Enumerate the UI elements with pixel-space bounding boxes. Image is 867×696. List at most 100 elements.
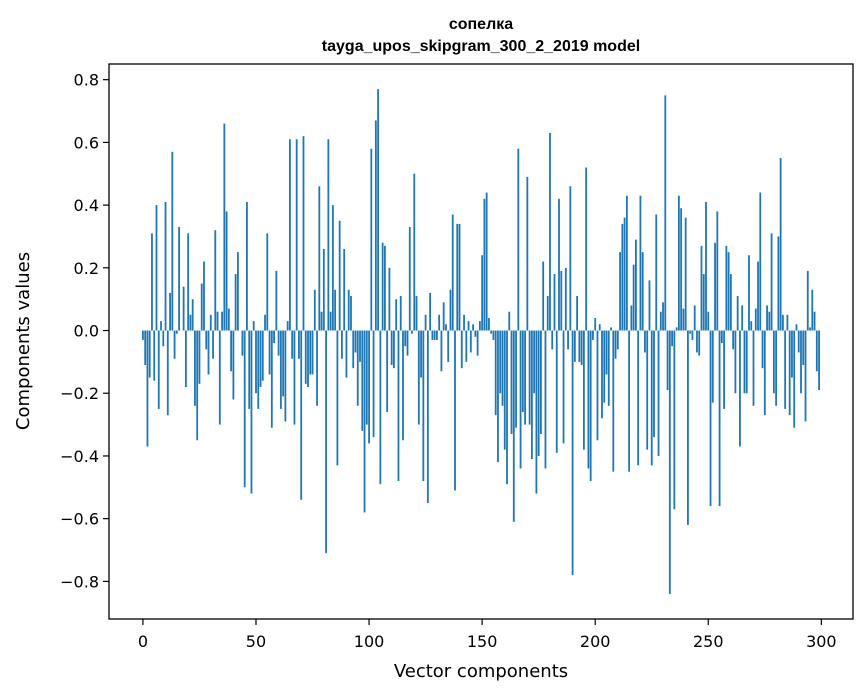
bar — [234, 274, 237, 331]
bar — [521, 330, 524, 413]
bar — [571, 330, 574, 576]
bar — [336, 330, 339, 466]
y-axis: −0.8 −0.6 −0.4 −0.2 0.0 0.2 0.4 0.6 0.8 — [60, 71, 109, 591]
bar — [264, 314, 266, 331]
bar-series — [142, 89, 820, 594]
y-tick-label: 0.4 — [74, 196, 99, 215]
bar — [458, 223, 461, 331]
bar — [628, 330, 631, 472]
bar — [397, 330, 400, 482]
bar — [142, 330, 144, 340]
bar — [293, 330, 296, 425]
bar — [558, 198, 560, 331]
bar — [203, 261, 205, 331]
bar — [614, 330, 617, 359]
bar — [788, 330, 791, 416]
bar — [621, 223, 624, 331]
bar — [212, 330, 214, 359]
bar — [318, 186, 321, 331]
bar — [372, 330, 375, 438]
bar — [286, 321, 289, 331]
bar — [535, 330, 538, 494]
bar — [241, 330, 244, 356]
bar — [770, 233, 773, 331]
bar — [216, 311, 219, 331]
bar — [207, 330, 210, 375]
y-axis-label: Components values — [13, 252, 34, 430]
chart-title: сопелка — [449, 16, 513, 33]
bar — [693, 305, 696, 331]
bar — [257, 330, 260, 409]
bar — [560, 270, 563, 331]
bar — [151, 233, 153, 331]
bar — [587, 330, 590, 469]
bar — [795, 324, 798, 331]
bar — [741, 305, 744, 331]
bar — [399, 296, 402, 331]
bar — [248, 330, 251, 409]
bar — [259, 330, 262, 387]
bar — [173, 330, 176, 359]
bar — [705, 201, 707, 331]
bar — [605, 330, 608, 375]
bar — [250, 330, 253, 494]
bar — [716, 211, 719, 331]
bar — [696, 330, 698, 353]
bar — [218, 330, 221, 425]
bar — [736, 296, 739, 331]
bar — [402, 330, 404, 441]
bar — [429, 292, 432, 331]
bar — [164, 201, 167, 331]
bar — [223, 123, 226, 331]
bar — [478, 321, 481, 331]
bar — [718, 330, 721, 507]
bar — [370, 148, 373, 331]
bar — [802, 330, 805, 366]
bar — [659, 311, 662, 331]
bar — [662, 302, 664, 331]
bar — [766, 305, 768, 331]
bar — [184, 330, 187, 387]
bar — [243, 330, 246, 488]
bar — [777, 236, 780, 331]
bar — [383, 245, 386, 331]
bar — [214, 230, 217, 331]
bar — [246, 201, 248, 331]
bar — [261, 330, 264, 381]
bar — [426, 330, 429, 503]
bar — [169, 292, 171, 331]
bar — [408, 227, 411, 331]
bar — [194, 330, 196, 406]
bar — [625, 195, 628, 331]
bar — [178, 227, 181, 331]
bar — [501, 330, 504, 406]
bar — [225, 211, 228, 331]
y-tick-label: 0.6 — [74, 133, 99, 152]
bar — [440, 330, 443, 372]
bar — [784, 330, 787, 409]
bar — [723, 330, 726, 409]
bar — [467, 321, 470, 331]
bar — [451, 214, 454, 331]
bar — [573, 330, 576, 362]
bar — [316, 330, 318, 406]
bar — [273, 330, 275, 344]
bar — [282, 330, 285, 397]
bar — [365, 330, 368, 425]
bar — [311, 330, 314, 375]
bar — [542, 261, 545, 331]
bar — [329, 311, 332, 331]
bar — [818, 330, 820, 391]
bar — [171, 151, 174, 331]
bar — [533, 330, 536, 394]
bar — [198, 330, 201, 384]
bar — [709, 330, 712, 507]
bar — [449, 289, 452, 331]
bar — [562, 330, 565, 444]
bar — [553, 274, 556, 331]
bar — [307, 330, 309, 387]
bar — [578, 330, 581, 362]
bar — [519, 330, 522, 469]
bar — [528, 330, 531, 425]
bar — [295, 139, 298, 331]
